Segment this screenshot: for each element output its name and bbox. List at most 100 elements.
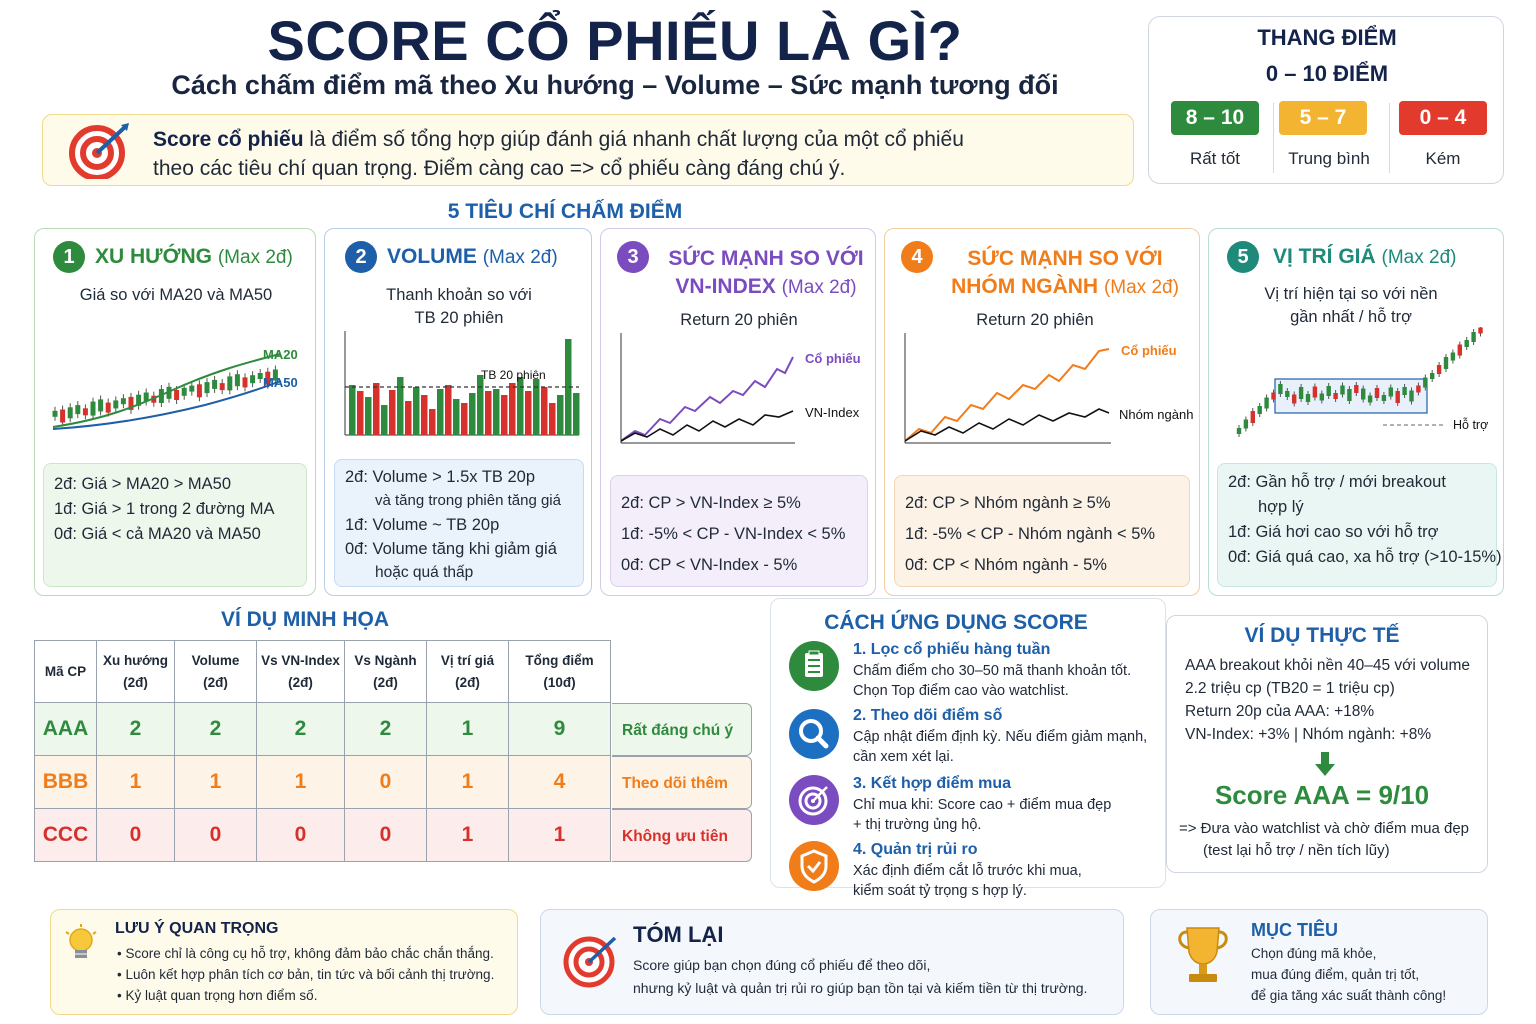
- search-icon: [789, 709, 839, 759]
- candle: [1326, 386, 1331, 396]
- table-header-cell: Vs Ngành (2đ): [344, 640, 427, 703]
- volume-bar: [381, 405, 388, 435]
- application-item-title: 3. Kết hợp điểm mua: [853, 775, 1012, 792]
- candle: [113, 400, 119, 409]
- candle: [75, 405, 81, 415]
- candle: [90, 401, 96, 416]
- candle: [1361, 388, 1366, 400]
- candle: [1243, 419, 1249, 429]
- volume-bar: [365, 397, 372, 435]
- candle: [1250, 411, 1255, 423]
- candle: [196, 384, 202, 398]
- volume-bar: [557, 395, 564, 435]
- volume-bar: [469, 393, 476, 435]
- candle: [166, 386, 172, 399]
- volume-bar: [357, 391, 364, 435]
- candle: [1278, 384, 1283, 394]
- table-cell-total: 4: [508, 755, 611, 809]
- candle: [82, 408, 88, 416]
- criteria-rules: 2đ: CP > VN-Index ≥ 5% 1đ: -5% < CP - VN…: [610, 475, 868, 587]
- table-row: CCC 0 0 0 0 1 1: [34, 808, 611, 862]
- candle: [98, 399, 104, 412]
- candle: [1471, 332, 1476, 342]
- candle: [1340, 385, 1345, 395]
- candle: [1464, 340, 1469, 347]
- candle: [1305, 394, 1311, 402]
- application-item-text: Xác định điểm cắt lỗ trước khi mua, kiểm …: [853, 863, 1082, 899]
- volume-bar: [349, 385, 356, 435]
- candle: [1354, 385, 1359, 393]
- table-cell-code: BBB: [34, 755, 97, 809]
- criteria-number: 4: [901, 241, 933, 273]
- candle: [234, 374, 240, 387]
- row-note: Rất đáng chú ý: [612, 703, 752, 756]
- summary-text: Score giúp bạn chọn đúng cổ phiếu để the…: [633, 957, 1088, 996]
- table-header-row: Mã CP Xu hướng (2đ) Volume (2đ) Vs VN-Inde…: [34, 640, 611, 703]
- candle: [143, 392, 149, 402]
- table-cell: 1: [256, 755, 345, 809]
- volume-bar: [501, 395, 508, 435]
- application-item-text: Chỉ mua khi: Score cao + điểm mua đẹp + t…: [853, 797, 1112, 833]
- page-title: SCORE CỔ PHIẾU LÀ GÌ?: [267, 9, 963, 72]
- example-table-wrap: Mã CP Xu hướng (2đ) Volume (2đ) Vs VN-Inde…: [34, 640, 611, 862]
- candle: [1402, 387, 1407, 395]
- criteria-title: XU HƯỚNG (Max 2đ): [95, 245, 293, 268]
- notes-box: LƯU Ý QUAN TRỌNG • Score chỉ là công cụ …: [50, 909, 518, 1015]
- real-example-conclusion: => Đưa vào watchlist và chờ điểm mua đẹp…: [1179, 820, 1470, 859]
- table-cell-code: CCC: [34, 808, 97, 862]
- volume-chart: TB 20 phiên: [344, 331, 580, 436]
- candle: [1443, 357, 1449, 369]
- sector-chart: Cổ phiếu Nhóm ngành: [904, 333, 1193, 444]
- volume-bar: [517, 377, 524, 435]
- candle: [1457, 344, 1462, 356]
- table-header-cell: Mã CP: [34, 640, 97, 703]
- candle: [1374, 388, 1380, 398]
- table-cell: 2: [256, 702, 345, 756]
- table-header-cell: Vị trí giá (2đ): [426, 640, 509, 703]
- candle: [1257, 406, 1262, 414]
- table-cell: 2: [344, 702, 427, 756]
- real-example-text: AAA breakout khỏi nền 40–45 với volume 2…: [1185, 657, 1471, 743]
- vnindex-series-label: VN-Index: [805, 405, 860, 420]
- candle: [120, 398, 126, 405]
- candle: [1347, 389, 1352, 401]
- criteria-number: 3: [617, 241, 649, 273]
- application-item-title: 2. Theo dõi điểm số: [853, 707, 1003, 724]
- vnindex-chart: Cổ phiếu VN-Index: [620, 333, 861, 444]
- criteria-subtitle: Vị trí hiện tại so với nền gần nhất / hỗ …: [1264, 285, 1438, 326]
- candle: [1381, 395, 1387, 401]
- trophy-icon: [1178, 927, 1228, 982]
- volume-bar: [525, 391, 532, 435]
- candle: [242, 377, 248, 388]
- candle: [189, 385, 195, 392]
- volume-bar: [413, 387, 420, 435]
- candle: [1416, 385, 1421, 393]
- criteria-card-volume: 2 VOLUME (Max 2đ) Thanh khoản so với TB 2…: [324, 228, 592, 596]
- table-header-cell: Vs VN-Index (2đ): [256, 640, 345, 703]
- criteria-card-position: 5 VỊ TRÍ GIÁ (Max 2đ) Vị trí hiện tại so…: [1208, 228, 1504, 596]
- candle: [1333, 393, 1338, 399]
- volume-bar: [485, 391, 492, 435]
- intro-box: Score cổ phiếu là điểm số tổng hợp giúp …: [42, 114, 1134, 186]
- table-cell: 2: [174, 702, 257, 756]
- table-row: BBB 1 1 1 0 1 4: [34, 755, 611, 809]
- example-table: Mã CP Xu hướng (2đ) Volume (2đ) Vs VN-Inde…: [34, 640, 611, 862]
- candle: [1450, 352, 1456, 361]
- real-example-heading: VÍ DỤ THỰC TẾ: [1244, 624, 1400, 647]
- volume-bar: [437, 389, 444, 435]
- scale-label-good: Rất tốt: [1189, 149, 1241, 168]
- page-subtitle: Cách chấm điểm mã theo Xu hướng – Volume…: [171, 70, 1059, 100]
- candle: [1271, 392, 1276, 400]
- scale-label-bad: Kém: [1425, 149, 1461, 168]
- lightbulb-icon: [65, 924, 97, 958]
- candle: [136, 394, 142, 406]
- shield-icon: [789, 841, 839, 891]
- candle: [257, 373, 263, 379]
- table-cell: 0: [344, 755, 427, 809]
- criteria-rules: 2đ: Gần hỗ trợ / mới breakout hợp lý 1đ:…: [1217, 463, 1502, 587]
- criteria-card-vnindex: 3 SỨC MẠNH SO VỚI VN-INDEX (Max 2đ) Retur…: [600, 228, 876, 596]
- candle: [181, 387, 187, 396]
- application-heading: CÁCH ỨNG DỤNG SCORE: [824, 611, 1088, 634]
- table-cell: 0: [344, 808, 427, 862]
- criteria-title: SỨC MẠNH SO VỚI NHÓM NGÀNH (Max 2đ): [951, 247, 1179, 298]
